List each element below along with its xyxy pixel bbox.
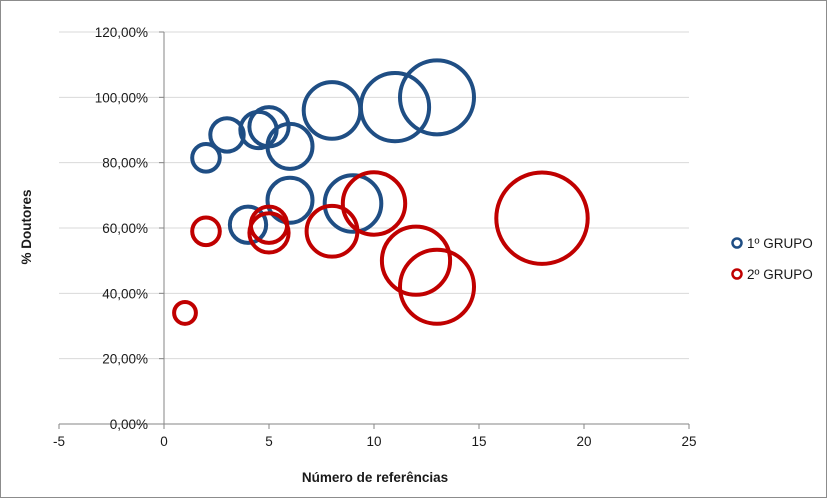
x-tick-label: 20 <box>576 434 591 449</box>
x-tick-label: 10 <box>366 434 381 449</box>
bubble-series-1 <box>265 175 315 225</box>
legend: 1º GRUPO 2º GRUPO <box>731 236 813 282</box>
bubble-series-1 <box>398 58 476 137</box>
x-tick-label: 25 <box>681 434 696 449</box>
legend-label: 1º GRUPO <box>747 236 813 251</box>
y-tick-label: 20,00% <box>102 352 148 367</box>
bubbles <box>172 58 590 326</box>
x-tick-label: 15 <box>471 434 486 449</box>
bubble-series-2 <box>340 170 408 237</box>
bubble-series-1 <box>208 116 246 154</box>
bubble-series-1 <box>301 80 363 141</box>
x-tick-label: -5 <box>53 434 65 449</box>
bubble-series-2 <box>379 224 453 297</box>
x-tick-label: 0 <box>160 434 168 449</box>
bubble-series-2 <box>398 247 476 326</box>
bubble-series-2 <box>190 215 222 248</box>
axes <box>58 31 690 429</box>
y-axis-title: % Doutores <box>19 189 34 264</box>
legend-label: 2º GRUPO <box>747 267 813 282</box>
x-tick-label: 5 <box>265 434 273 449</box>
y-tick-label: 60,00% <box>102 221 148 236</box>
y-tick-label: 100,00% <box>95 90 148 105</box>
bubble-series-2 <box>494 170 590 266</box>
y-tick-label: 0,00% <box>110 417 148 432</box>
bubble-series-2 <box>247 211 291 255</box>
legend-marker <box>731 268 743 280</box>
legend-marker <box>731 237 743 249</box>
bubble-series-2 <box>172 300 198 326</box>
y-tick-label: 120,00% <box>95 25 148 40</box>
bubble-series-1 <box>227 204 269 245</box>
bubble-series-1 <box>190 141 222 174</box>
bubble-series-1 <box>358 71 432 144</box>
y-tick-label: 40,00% <box>102 286 148 301</box>
bubble-series-1 <box>265 121 315 171</box>
y-tick-label: 80,00% <box>102 156 148 171</box>
tick-labels: 0,00% 20,00% 40,00% 60,00% 80,00% 100,00% 120,… <box>53 25 697 449</box>
x-axis-title: Número de referências <box>302 470 448 485</box>
bubble-series-1 <box>322 173 384 234</box>
